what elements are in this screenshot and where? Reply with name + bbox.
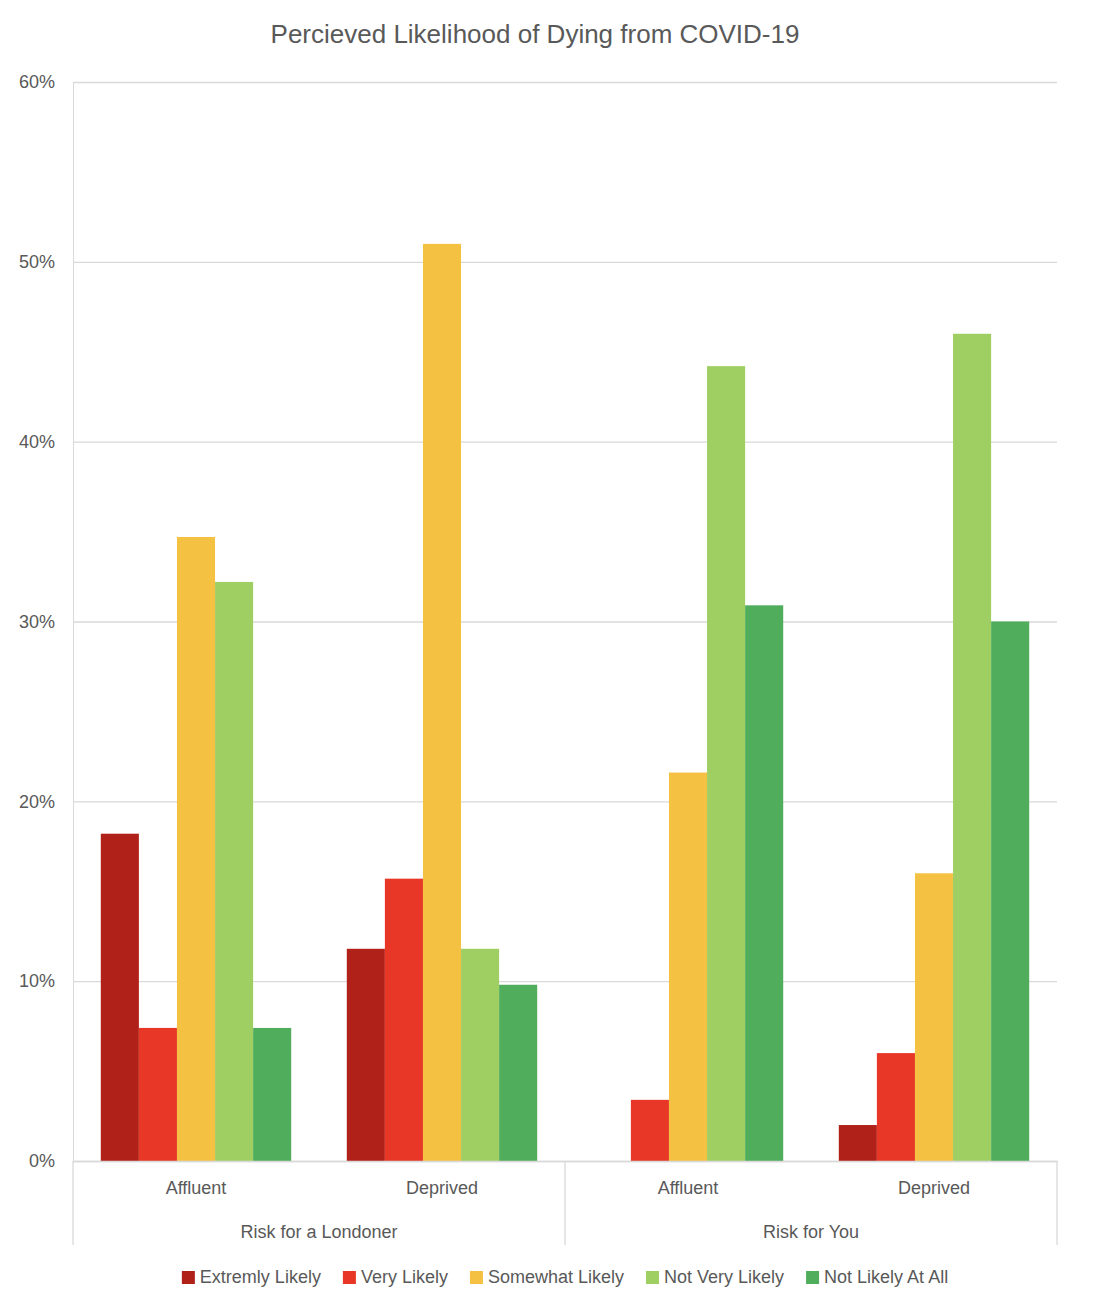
legend-label: Very Likely <box>361 1267 448 1287</box>
group-separators <box>73 1161 1057 1245</box>
x-tick-label: Deprived <box>898 1178 970 1198</box>
x-tick-label: Affluent <box>166 1178 227 1198</box>
group-label: Risk for a Londoner <box>240 1222 397 1242</box>
y-tick-label: 40% <box>19 432 55 452</box>
legend: Extremly Likely Very Likely Somewhat Likel… <box>182 1267 948 1287</box>
bar <box>499 985 537 1161</box>
bar <box>669 773 707 1161</box>
grid-line <box>73 82 1057 83</box>
group-separator <box>1056 1161 1057 1245</box>
bar <box>839 1125 877 1161</box>
bar <box>631 1100 669 1161</box>
legend-label: Somewhat Likely <box>488 1267 624 1287</box>
bar <box>347 949 385 1161</box>
x-tick-label: Affluent <box>658 1178 719 1198</box>
y-tick-label: 10% <box>19 971 55 991</box>
bar <box>101 834 139 1161</box>
bar <box>215 582 253 1161</box>
legend-swatch <box>470 1271 483 1284</box>
bar <box>177 537 215 1161</box>
x-tick: Deprived <box>898 1178 970 1198</box>
y-tick: 10% <box>19 971 1057 991</box>
legend-swatch <box>343 1271 356 1284</box>
bar <box>253 1028 291 1161</box>
legend-swatch <box>182 1271 195 1284</box>
series <box>253 605 1029 1161</box>
bar <box>953 334 991 1161</box>
x-tick-label: Deprived <box>406 1178 478 1198</box>
chart: Percieved Likelihood of Dying from COVID… <box>0 0 1108 1304</box>
group-label: Risk for You <box>763 1222 859 1242</box>
group-separator <box>72 1161 73 1245</box>
legend-label: Not Very Likely <box>664 1267 784 1287</box>
legend-item: Very Likely <box>343 1267 448 1287</box>
legend-swatch <box>806 1271 819 1284</box>
y-tick-label: 20% <box>19 792 55 812</box>
y-tick: 20% <box>19 792 1057 812</box>
plot-area: 0% 10% 20% 30% 40% 50% 60% Affluent Deprived Affl… <box>19 72 1058 1245</box>
y-tick: 60% <box>19 72 1057 92</box>
x-tick: Affluent <box>166 1178 227 1198</box>
grid-line <box>73 262 1057 263</box>
bar <box>461 949 499 1161</box>
y-axis: 0% 10% 20% 30% 40% 50% 60% <box>19 72 1057 1171</box>
series <box>215 334 991 1161</box>
bar <box>745 605 783 1161</box>
legend-label: Extremly Likely <box>200 1267 321 1287</box>
legend-item: Somewhat Likely <box>470 1267 624 1287</box>
bars <box>101 244 1029 1161</box>
y-tick: 30% <box>19 612 1057 632</box>
y-tick: 40% <box>19 432 1057 452</box>
y-tick-label: 60% <box>19 72 55 92</box>
bar <box>423 244 461 1161</box>
series <box>177 244 953 1161</box>
y-tick: 50% <box>19 252 1057 272</box>
y-tick-label: 0% <box>29 1151 55 1171</box>
x-tick: Deprived <box>406 1178 478 1198</box>
legend-label: Not Likely At All <box>824 1267 948 1287</box>
bar <box>991 622 1029 1162</box>
legend-swatch <box>646 1271 659 1284</box>
bar <box>877 1053 915 1161</box>
bar <box>707 366 745 1161</box>
bar <box>139 1028 177 1161</box>
title: Percieved Likelihood of Dying from COVID… <box>271 19 800 49</box>
legend-item: Not Very Likely <box>646 1267 784 1287</box>
bar <box>915 873 953 1161</box>
y-tick-label: 50% <box>19 252 55 272</box>
grid-line <box>73 442 1057 443</box>
y-tick-label: 30% <box>19 612 55 632</box>
series <box>139 879 915 1161</box>
legend-item: Not Likely At All <box>806 1267 948 1287</box>
bar <box>385 879 423 1161</box>
group-separator <box>564 1161 565 1245</box>
x-tick: Affluent <box>658 1178 719 1198</box>
legend-item: Extremly Likely <box>182 1267 321 1287</box>
